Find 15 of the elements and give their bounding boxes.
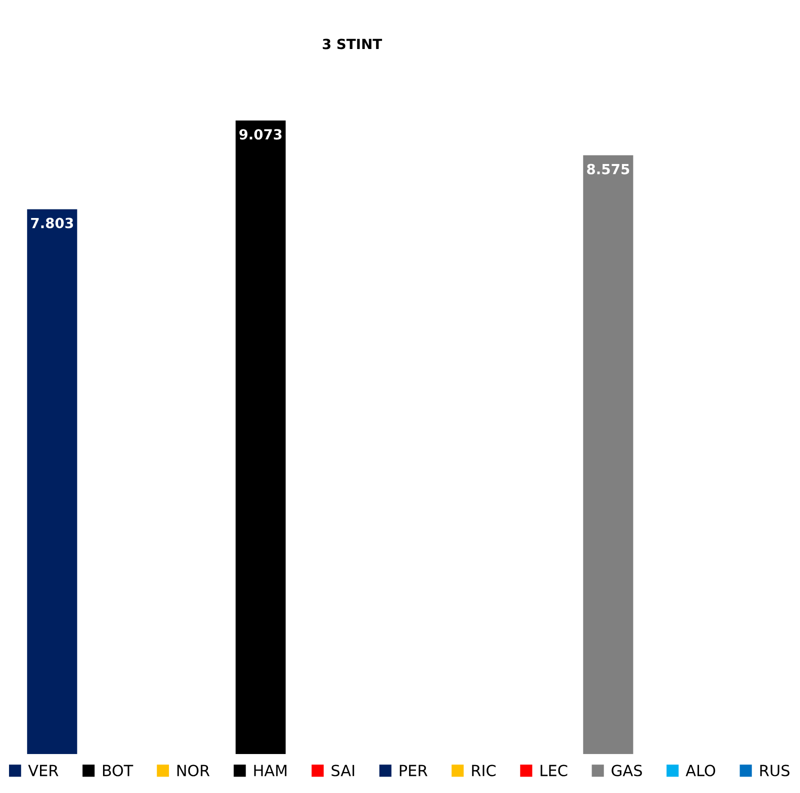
legend-label: VER (28, 764, 58, 776)
legend-label: RIC (472, 764, 496, 776)
legend-label: LEC (540, 764, 568, 776)
legend-label: GAS (612, 764, 642, 776)
legend-label: SAI (332, 764, 354, 776)
legend-label: NOR (177, 764, 210, 776)
legend-label: HAM (254, 764, 286, 776)
data-label: 7.803 (31, 218, 73, 228)
data-label: 9.073 (239, 129, 282, 140)
data-label: 8.575 (587, 164, 630, 174)
legend-label: RUS (760, 764, 790, 776)
legend-label: BOT (103, 764, 134, 776)
legend-label: PER (400, 764, 428, 776)
legend-label: ALO (686, 764, 716, 776)
chart-title: 3 STINT (322, 38, 382, 50)
